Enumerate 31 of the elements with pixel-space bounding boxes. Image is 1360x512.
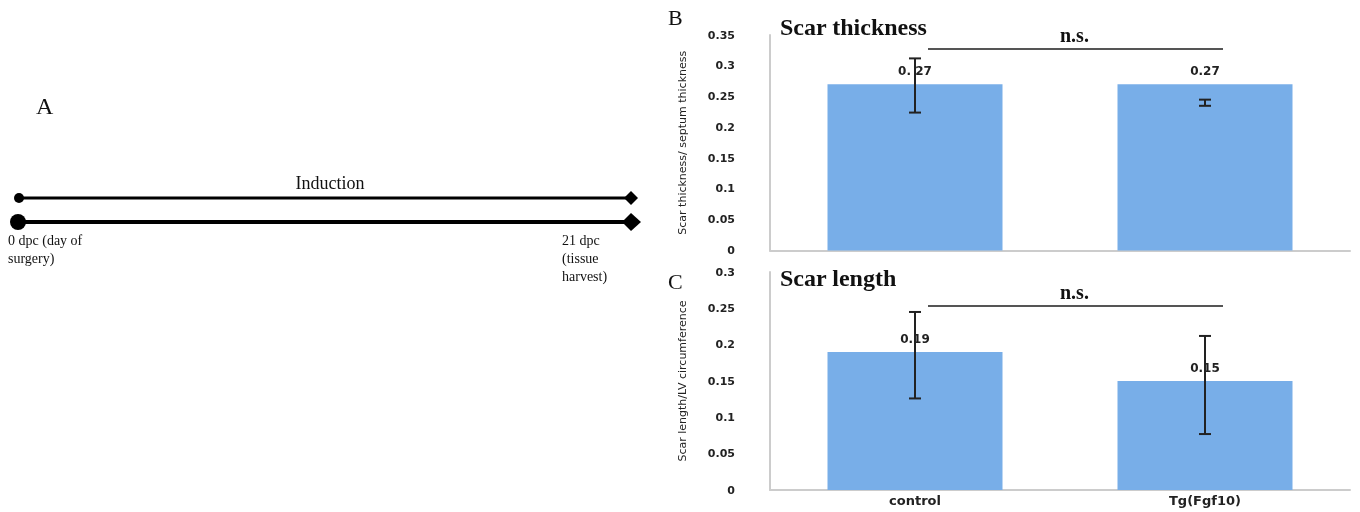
text: B bbox=[668, 4, 683, 30]
chart-title: Scar thickness bbox=[780, 14, 927, 40]
y-tick-label: 0.25 bbox=[707, 301, 735, 315]
y-tick-label: 0.2 bbox=[715, 120, 735, 134]
y-tick-label: 0.05 bbox=[707, 213, 735, 227]
annotation: n.s. bbox=[1060, 281, 1089, 303]
y-tick-label: 0.15 bbox=[707, 151, 735, 165]
text: 21 dpc (tissue harvest) bbox=[562, 232, 609, 286]
y-tick-label: 0.2 bbox=[715, 338, 735, 352]
x-tick-label: Tg(Fgf10) bbox=[1169, 493, 1241, 508]
y-tick-label: 0.3 bbox=[715, 59, 735, 73]
annotation: n.s. bbox=[1060, 24, 1089, 46]
y-tick-label: 0.3 bbox=[715, 265, 735, 279]
text: Induction bbox=[294, 172, 366, 194]
y-tick-label: 0 bbox=[727, 244, 736, 257]
y-tick-label: 0.35 bbox=[707, 28, 735, 42]
data-label: 0. 27 bbox=[898, 64, 932, 79]
y-tick-label: 0.1 bbox=[715, 182, 735, 196]
y-tick-label: 0.05 bbox=[707, 447, 735, 461]
text: C bbox=[668, 268, 683, 294]
y-axis-title: Scar length/LV circumference bbox=[676, 300, 689, 462]
data-label: 0.27 bbox=[1190, 64, 1220, 79]
y-tick-label: 0.1 bbox=[715, 410, 735, 424]
y-tick-label: 0 bbox=[727, 483, 736, 497]
text: 0 dpc (day of surgery) bbox=[8, 232, 84, 268]
y-tick-label: 0.15 bbox=[707, 374, 735, 388]
y-tick-label: 0.25 bbox=[707, 90, 735, 104]
y-axis-title: Scar thickness/ septum thickness bbox=[676, 50, 689, 235]
chart-title: Scar length bbox=[780, 265, 897, 291]
x-tick-label: control bbox=[889, 493, 941, 508]
text: A bbox=[36, 92, 55, 120]
